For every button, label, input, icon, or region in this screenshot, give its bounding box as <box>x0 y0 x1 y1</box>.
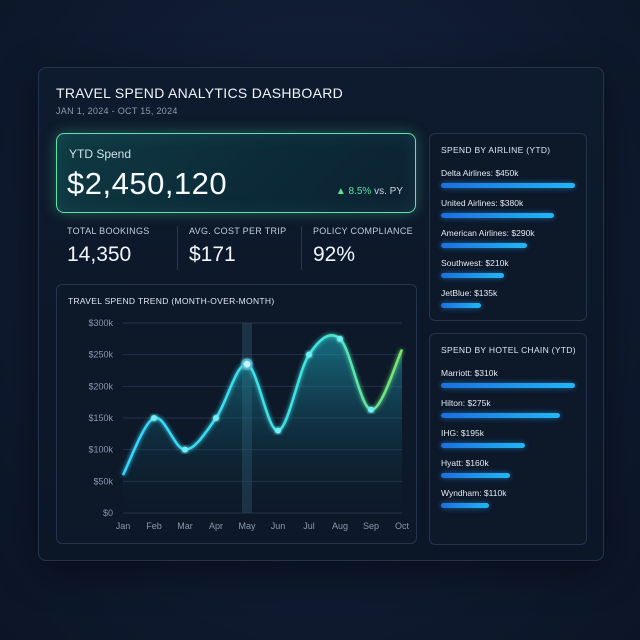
airline-bar-label: Southwest: $210k <box>441 258 509 268</box>
trend-area <box>123 335 402 513</box>
y-tick-label: $100k <box>88 445 113 455</box>
airline-bar-fill <box>441 243 528 248</box>
kpi-divider <box>177 226 178 270</box>
page-title: TRAVEL SPEND ANALYTICS DASHBOARD <box>56 85 344 101</box>
arrow-up-icon: ▲ <box>335 186 346 197</box>
kpi-label: TOTAL BOOKINGS <box>67 226 150 236</box>
airline-spend-card: SPEND BY AIRLINE (YTD) Delta Airlines: $… <box>429 133 587 321</box>
trend-point[interactable] <box>306 351 312 358</box>
x-tick-label: Apr <box>209 521 223 531</box>
hotel-bar-fill <box>441 503 489 508</box>
hotel-bar-label: Hilton: $275k <box>441 398 491 408</box>
trend-point[interactable] <box>368 406 374 413</box>
ytd-delta-suffix: vs. PY <box>374 186 403 197</box>
airline-bar-item[interactable]: American Airlines: $290k <box>441 228 575 248</box>
kpi-value: 14,350 <box>67 243 132 266</box>
kpi-policy-compliance[interactable]: POLICY COMPLIANCE 92% <box>313 226 413 274</box>
hotel-bar-item[interactable]: Wyndham: $110k <box>441 488 575 508</box>
kpi-value: $171 <box>189 243 236 266</box>
airline-bar-fill <box>441 213 555 218</box>
airline-bar-item[interactable]: Southwest: $210k <box>441 258 575 278</box>
hotel-bar-fill <box>441 473 511 478</box>
y-tick-label: $0 <box>103 508 113 518</box>
trend-point[interactable] <box>213 415 219 421</box>
y-tick-label: $300k <box>88 318 113 328</box>
airline-bar-item[interactable]: JetBlue: $135k <box>441 288 575 308</box>
y-tick-label: $250k <box>88 350 113 360</box>
x-tick-label: Aug <box>332 521 348 531</box>
x-tick-label: Jun <box>271 521 286 531</box>
kpi-total-bookings[interactable]: TOTAL BOOKINGS 14,350 <box>67 226 150 274</box>
x-tick-label: Jan <box>116 521 131 531</box>
airline-bar-label: American Airlines: $290k <box>441 228 535 238</box>
date-range: JAN 1, 2024 - OCT 15, 2024 <box>56 106 178 116</box>
hotel-bar-label: Wyndham: $110k <box>441 488 507 498</box>
y-tick-label: $200k <box>88 381 113 391</box>
hotel-bar-fill <box>441 413 560 418</box>
x-tick-label: Feb <box>146 521 162 531</box>
airline-bar-fill <box>441 273 504 278</box>
ytd-delta: ▲ 8.5% vs. PY <box>336 186 403 197</box>
trend-point[interactable] <box>275 427 281 434</box>
hotel-bar-item[interactable]: Marriott: $310k <box>441 368 575 388</box>
x-tick-label: Jul <box>303 521 315 531</box>
kpi-avg-cost[interactable]: AVG. COST PER TRIP $171 <box>189 226 286 274</box>
airline-bar-label: JetBlue: $135k <box>441 288 498 298</box>
hotel-bar-item[interactable]: Hyatt: $160k <box>441 458 575 478</box>
airline-card-title: SPEND BY AIRLINE (YTD) <box>441 145 551 155</box>
kpi-label: POLICY COMPLIANCE <box>313 226 413 236</box>
trend-chart-card: TRAVEL SPEND TREND (MONTH-OVER-MONTH) <box>56 284 417 544</box>
trend-point[interactable] <box>337 335 343 342</box>
trend-point[interactable] <box>241 358 253 370</box>
ytd-spend-card[interactable]: YTD Spend $2,450,120 ▲ 8.5% vs. PY <box>56 133 416 213</box>
hotel-bar-label: Hyatt: $160k <box>441 458 489 468</box>
x-tick-label: Sep <box>363 521 379 531</box>
ytd-delta-pct: 8.5% <box>348 186 372 197</box>
kpi-value: 92% <box>313 243 356 266</box>
x-tick-label: May <box>238 521 256 531</box>
airline-bar-fill <box>441 303 482 308</box>
ytd-spend-value: $2,450,120 <box>67 166 228 201</box>
hotel-bar-item[interactable]: Hilton: $275k <box>441 398 575 418</box>
airline-bar-item[interactable]: Delta Airlines: $450k <box>441 168 575 188</box>
hotel-bar-label: Marriott: $310k <box>441 368 498 378</box>
airline-bar-fill <box>441 183 575 188</box>
dashboard-panel: TRAVEL SPEND ANALYTICS DASHBOARD JAN 1, … <box>38 67 604 561</box>
trend-chart: $0 $50k $100k $150k $200k $250k $300k Jan Feb Ma… <box>88 318 410 531</box>
x-tick-label: Oct <box>395 521 410 531</box>
hotel-card-title: SPEND BY HOTEL CHAIN (YTD) <box>441 345 576 355</box>
trend-point[interactable] <box>182 446 188 453</box>
trend-line <box>121 334 404 476</box>
hotel-bar-item[interactable]: IHG: $195k <box>441 428 575 448</box>
trend-point[interactable] <box>151 415 157 421</box>
airline-bar-label: Delta Airlines: $450k <box>441 168 519 178</box>
hotel-bar-fill <box>441 443 526 448</box>
airline-bar-item[interactable]: United Airlines: $380k <box>441 198 575 218</box>
airline-bar-label: United Airlines: $380k <box>441 198 524 208</box>
ytd-spend-label: YTD Spend <box>69 147 132 161</box>
kpi-divider <box>301 226 302 270</box>
hotel-bar-fill <box>441 383 575 388</box>
y-tick-label: $50k <box>93 476 113 486</box>
y-tick-label: $150k <box>88 413 113 423</box>
hotel-spend-card: SPEND BY HOTEL CHAIN (YTD) Marriott: $31… <box>429 333 587 545</box>
x-tick-label: Mar <box>177 521 193 531</box>
kpi-label: AVG. COST PER TRIP <box>189 226 287 236</box>
hotel-bar-label: IHG: $195k <box>441 428 484 438</box>
trend-chart-title: TRAVEL SPEND TREND (MONTH-OVER-MONTH) <box>68 296 275 306</box>
